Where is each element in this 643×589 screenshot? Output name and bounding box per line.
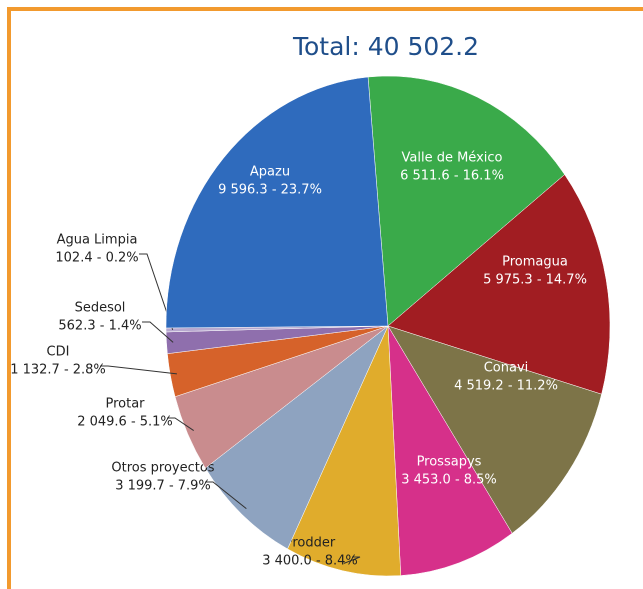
- slice-value-label: 102.4 - 0.2%: [55, 251, 138, 266]
- slice-value-label: 4 519.2 - 11.2%: [454, 379, 558, 394]
- leader-line: [139, 253, 174, 331]
- slice-label: Prossapys: [417, 455, 482, 470]
- leader-line: [167, 417, 194, 431]
- slice-label: Agua Limpia: [57, 233, 138, 248]
- pie-slice: [367, 75, 565, 327]
- slice-value-label: 3 199.7 - 7.9%: [115, 479, 211, 494]
- pie-slice: [387, 325, 602, 534]
- pie-slice: [387, 325, 513, 576]
- slice-label: Sedesol: [75, 301, 126, 316]
- pie-slice: [387, 174, 611, 395]
- leader-line: [142, 321, 174, 343]
- leader-line: [100, 365, 177, 375]
- slice-label: CDI: [47, 345, 70, 360]
- pie-slice: [165, 76, 389, 329]
- slice-label: Promagua: [502, 255, 568, 270]
- leader-line: [205, 481, 247, 510]
- leader-line: [343, 556, 361, 564]
- slice-value-label: 3 400.0 - 8.4%: [262, 554, 358, 569]
- slice-value-label: 5 975.3 - 14.7%: [483, 273, 587, 288]
- slice-label: Protar: [105, 397, 145, 412]
- frame: [7, 7, 643, 589]
- slice-label: Valle de México: [402, 151, 503, 166]
- slice-label: Apazu: [250, 165, 290, 180]
- slice-value-label: 3 453.0 - 8.5%: [401, 473, 497, 488]
- slice-value-label: 2 049.6 - 5.1%: [77, 415, 173, 430]
- slice-value-label: 562.3 - 1.4%: [58, 319, 141, 334]
- slice-label: Conavi: [484, 361, 529, 376]
- slice-label: Prodder: [285, 536, 336, 551]
- slice-value-label: 6 511.6 - 16.1%: [400, 169, 504, 184]
- pie-slice: [205, 325, 389, 550]
- pie-slice: [287, 325, 402, 577]
- slice-label: Otros proyectos: [111, 461, 214, 476]
- slice-value-label: 1 132.7 - 2.8%: [10, 363, 106, 378]
- chart-title: Total: 40 502.2: [292, 32, 479, 61]
- slice-value-label: 9 596.3 - 23.7%: [218, 183, 322, 198]
